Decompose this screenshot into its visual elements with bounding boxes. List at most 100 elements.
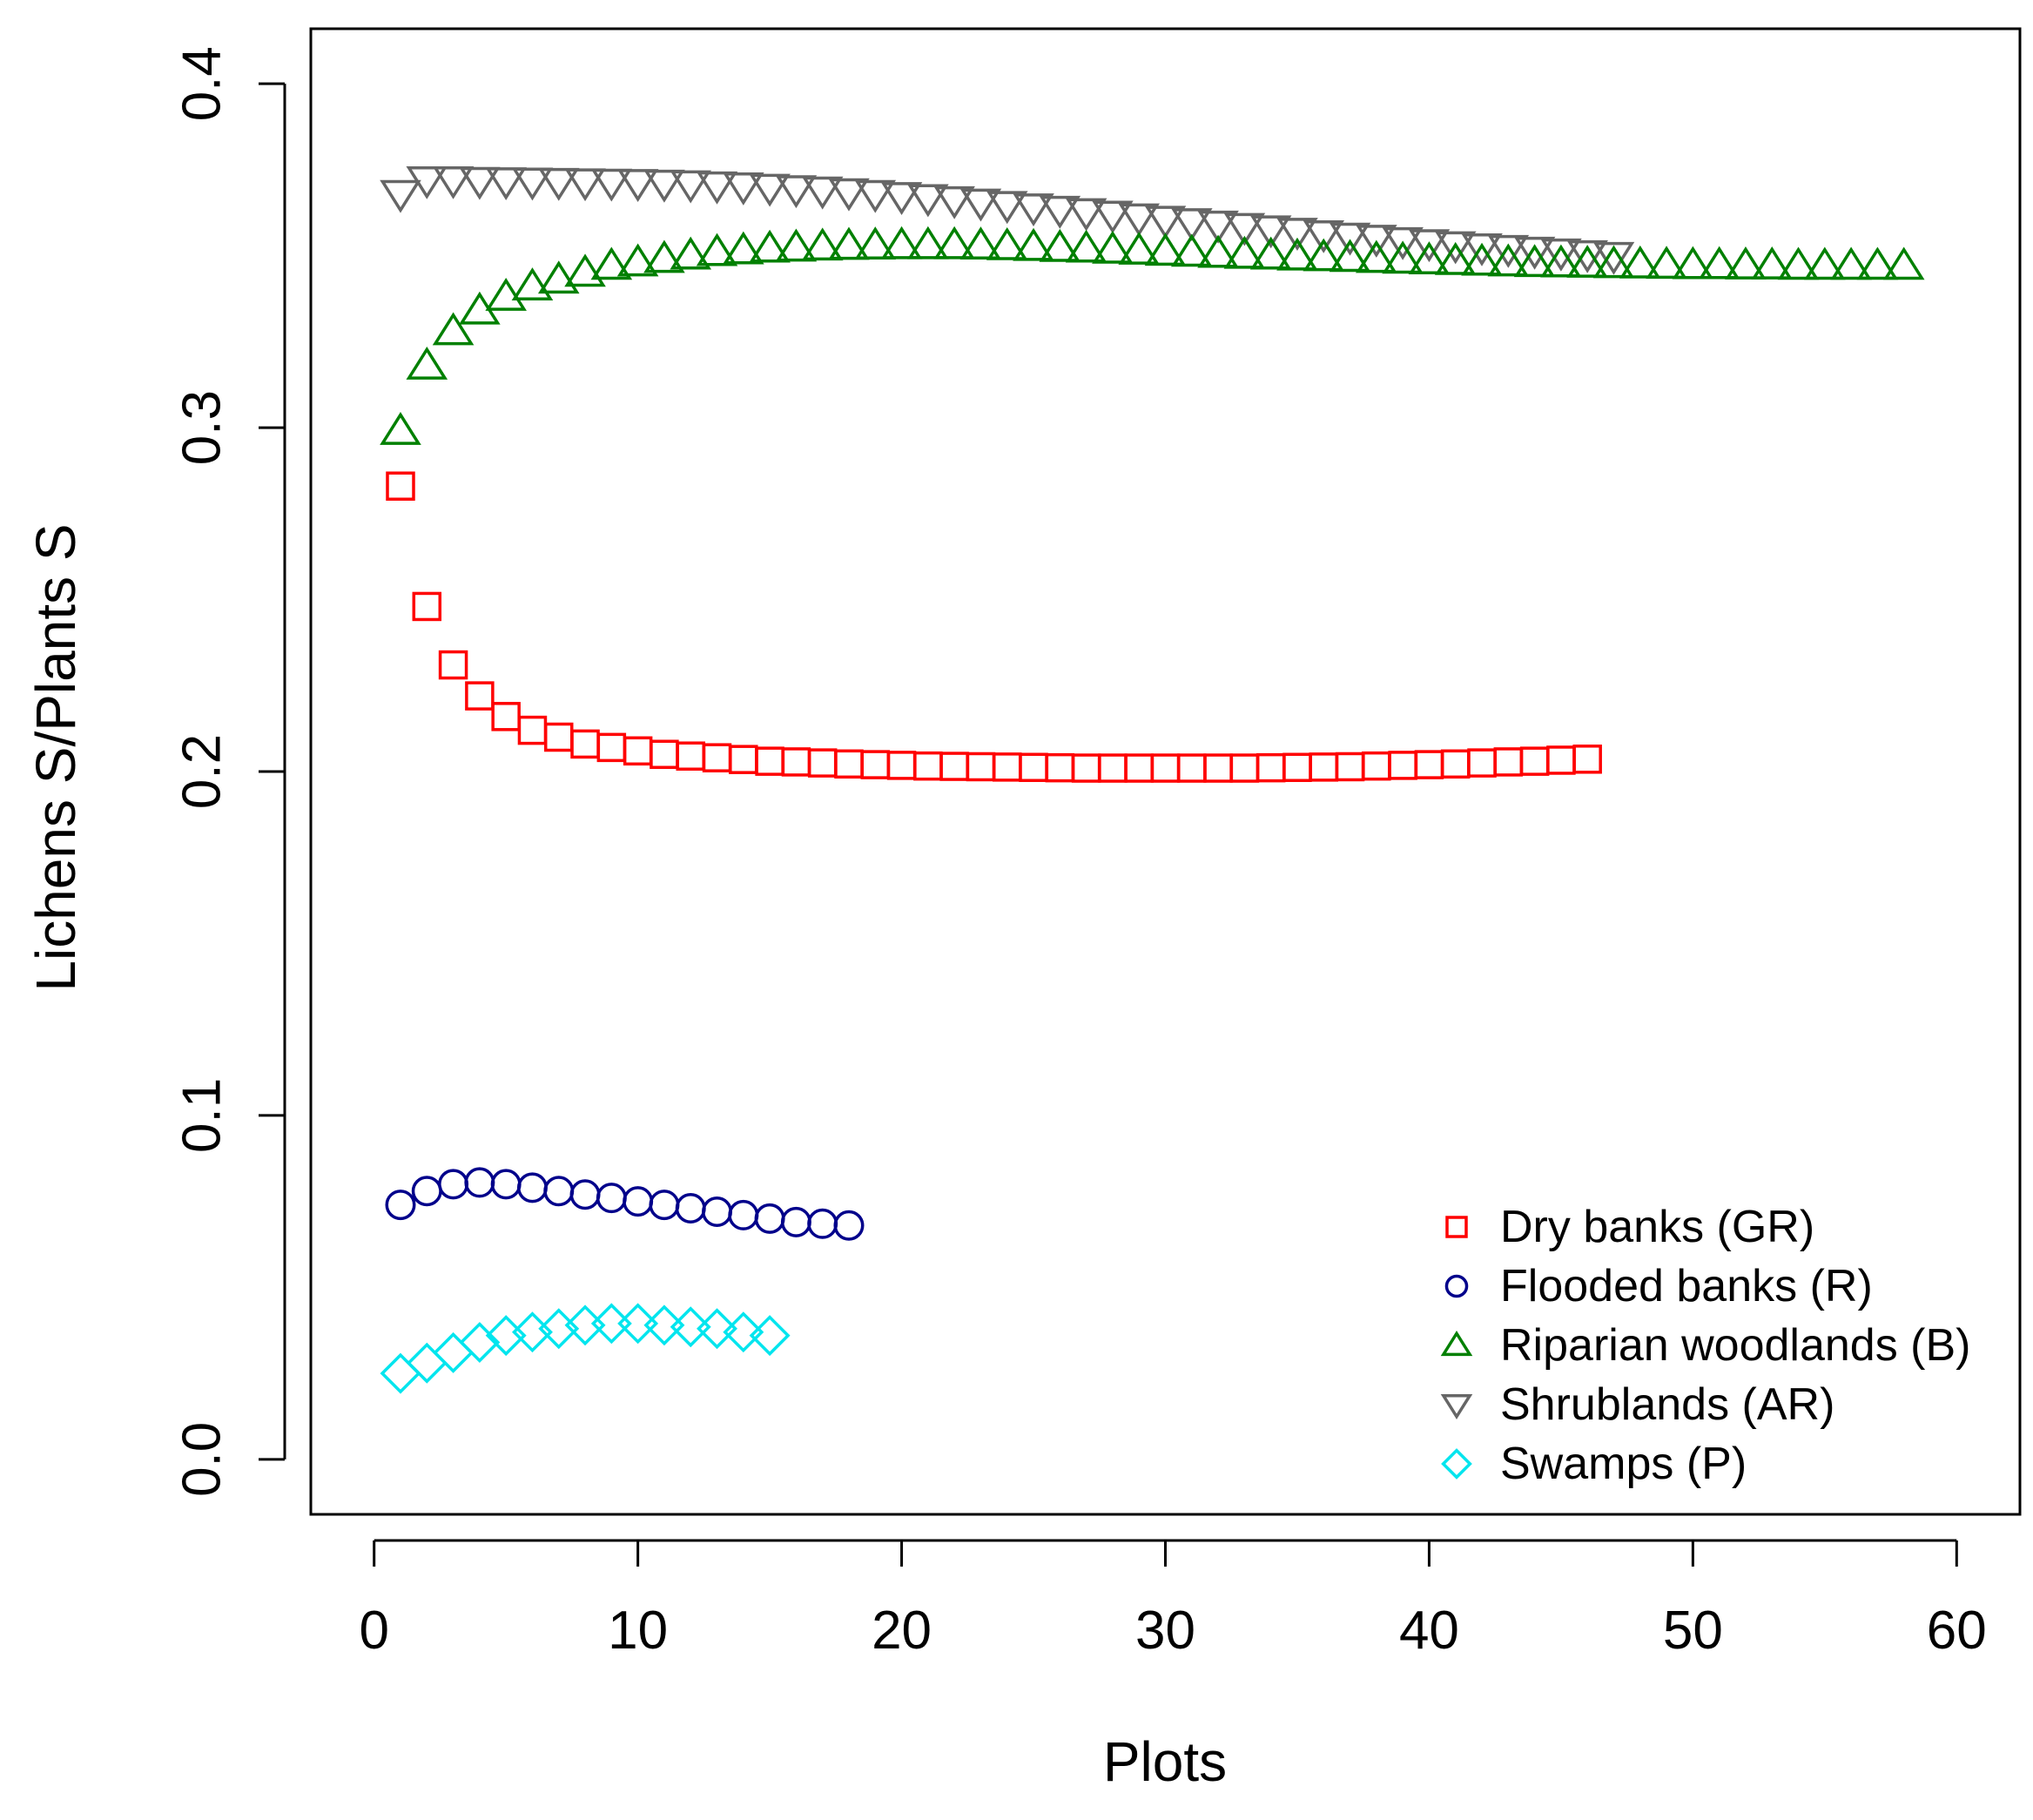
data-point bbox=[1329, 222, 1371, 256]
data-point bbox=[723, 172, 764, 206]
data-point bbox=[728, 1199, 759, 1230]
data-point bbox=[1303, 238, 1345, 272]
data-point bbox=[1487, 234, 1530, 268]
data-point bbox=[1356, 239, 1397, 273]
data-point bbox=[1382, 226, 1424, 260]
data-point bbox=[1434, 241, 1477, 275]
legend-label: Shrublands (AR) bbox=[1500, 1379, 1834, 1430]
y-tick-label: 0.1 bbox=[172, 1078, 232, 1153]
data-point bbox=[1619, 245, 1661, 279]
data-point bbox=[1249, 215, 1292, 249]
data-point bbox=[966, 752, 996, 782]
data-point bbox=[907, 226, 949, 260]
data-point bbox=[702, 743, 732, 772]
data-point bbox=[1039, 195, 1081, 229]
data-point bbox=[1467, 748, 1497, 778]
data-point bbox=[1276, 237, 1318, 271]
data-point bbox=[590, 1303, 632, 1345]
data-point bbox=[1592, 245, 1635, 279]
data-point bbox=[1144, 206, 1187, 239]
data-point bbox=[1572, 745, 1602, 774]
data-point bbox=[1461, 233, 1503, 266]
data-point bbox=[933, 185, 975, 219]
data-point bbox=[939, 752, 969, 781]
data-point bbox=[1197, 210, 1239, 244]
x-tick-label: 0 bbox=[359, 1601, 388, 1661]
data-point bbox=[596, 732, 627, 763]
data-point bbox=[1276, 218, 1318, 252]
data-point bbox=[1513, 236, 1556, 270]
data-point bbox=[464, 1167, 495, 1198]
data-point bbox=[643, 1304, 685, 1346]
data-point bbox=[411, 1176, 442, 1207]
data-point bbox=[781, 747, 811, 777]
data-point bbox=[537, 260, 580, 294]
data-point bbox=[380, 1352, 421, 1394]
data-point bbox=[907, 184, 949, 218]
data-point bbox=[1777, 246, 1820, 280]
data-point bbox=[1335, 752, 1365, 782]
data-point bbox=[854, 226, 897, 260]
data-point bbox=[959, 226, 1002, 260]
data-point bbox=[1566, 245, 1608, 278]
legend-marker bbox=[1440, 1330, 1473, 1357]
data-point bbox=[406, 165, 448, 199]
data-point bbox=[544, 722, 574, 752]
legend-marker bbox=[1440, 1393, 1473, 1420]
data-point bbox=[1546, 745, 1576, 775]
data-point bbox=[696, 171, 738, 205]
data-point bbox=[780, 1206, 811, 1237]
data-point bbox=[1519, 746, 1550, 776]
data-point bbox=[801, 227, 844, 261]
data-point bbox=[754, 1203, 785, 1234]
data-point bbox=[1440, 749, 1471, 779]
data-point bbox=[386, 471, 415, 501]
x-tick-label: 40 bbox=[1399, 1601, 1459, 1661]
data-point bbox=[1150, 753, 1181, 783]
data-point bbox=[380, 412, 421, 445]
data-point bbox=[490, 1169, 522, 1200]
data-point bbox=[959, 188, 1002, 222]
data-point bbox=[913, 751, 943, 781]
data-point bbox=[1039, 228, 1081, 262]
data-point bbox=[1672, 246, 1714, 280]
data-point bbox=[438, 1169, 469, 1200]
data-point bbox=[755, 746, 784, 776]
y-axis-title: Lichens S/Plants S bbox=[24, 523, 87, 991]
data-point bbox=[807, 748, 838, 778]
data-point bbox=[1698, 246, 1740, 280]
data-point bbox=[986, 226, 1028, 260]
data-point bbox=[1013, 193, 1054, 226]
data-point bbox=[697, 1308, 737, 1350]
data-point bbox=[1329, 239, 1371, 273]
series-circle bbox=[385, 1167, 865, 1241]
legend-marker bbox=[1441, 1448, 1472, 1480]
data-point bbox=[1356, 225, 1397, 258]
data-point bbox=[1223, 212, 1266, 246]
data-point bbox=[1540, 238, 1582, 272]
y-tick-label: 0.3 bbox=[172, 390, 232, 465]
data-point bbox=[385, 1190, 416, 1221]
data-point bbox=[1592, 241, 1635, 275]
data-point bbox=[1388, 751, 1417, 780]
data-point bbox=[1045, 752, 1075, 783]
data-point bbox=[854, 179, 897, 213]
data-point bbox=[412, 591, 442, 622]
data-point bbox=[1171, 208, 1213, 241]
data-point bbox=[511, 167, 554, 201]
data-point bbox=[1171, 233, 1213, 267]
data-point bbox=[1223, 235, 1266, 269]
y-axis: 0.0 0.1 0.2 0.3 0.4 bbox=[172, 46, 286, 1497]
data-point bbox=[729, 745, 758, 774]
data-point bbox=[406, 346, 448, 380]
data-point bbox=[1092, 230, 1134, 264]
data-point bbox=[596, 1183, 627, 1214]
data-point bbox=[723, 1311, 764, 1353]
y-tick-label: 0.2 bbox=[172, 734, 232, 809]
data-point bbox=[1646, 246, 1687, 280]
data-point bbox=[1856, 246, 1899, 280]
data-point bbox=[570, 729, 600, 759]
legend-label: Flooded banks (R) bbox=[1500, 1261, 1873, 1311]
series-square bbox=[386, 471, 1602, 783]
